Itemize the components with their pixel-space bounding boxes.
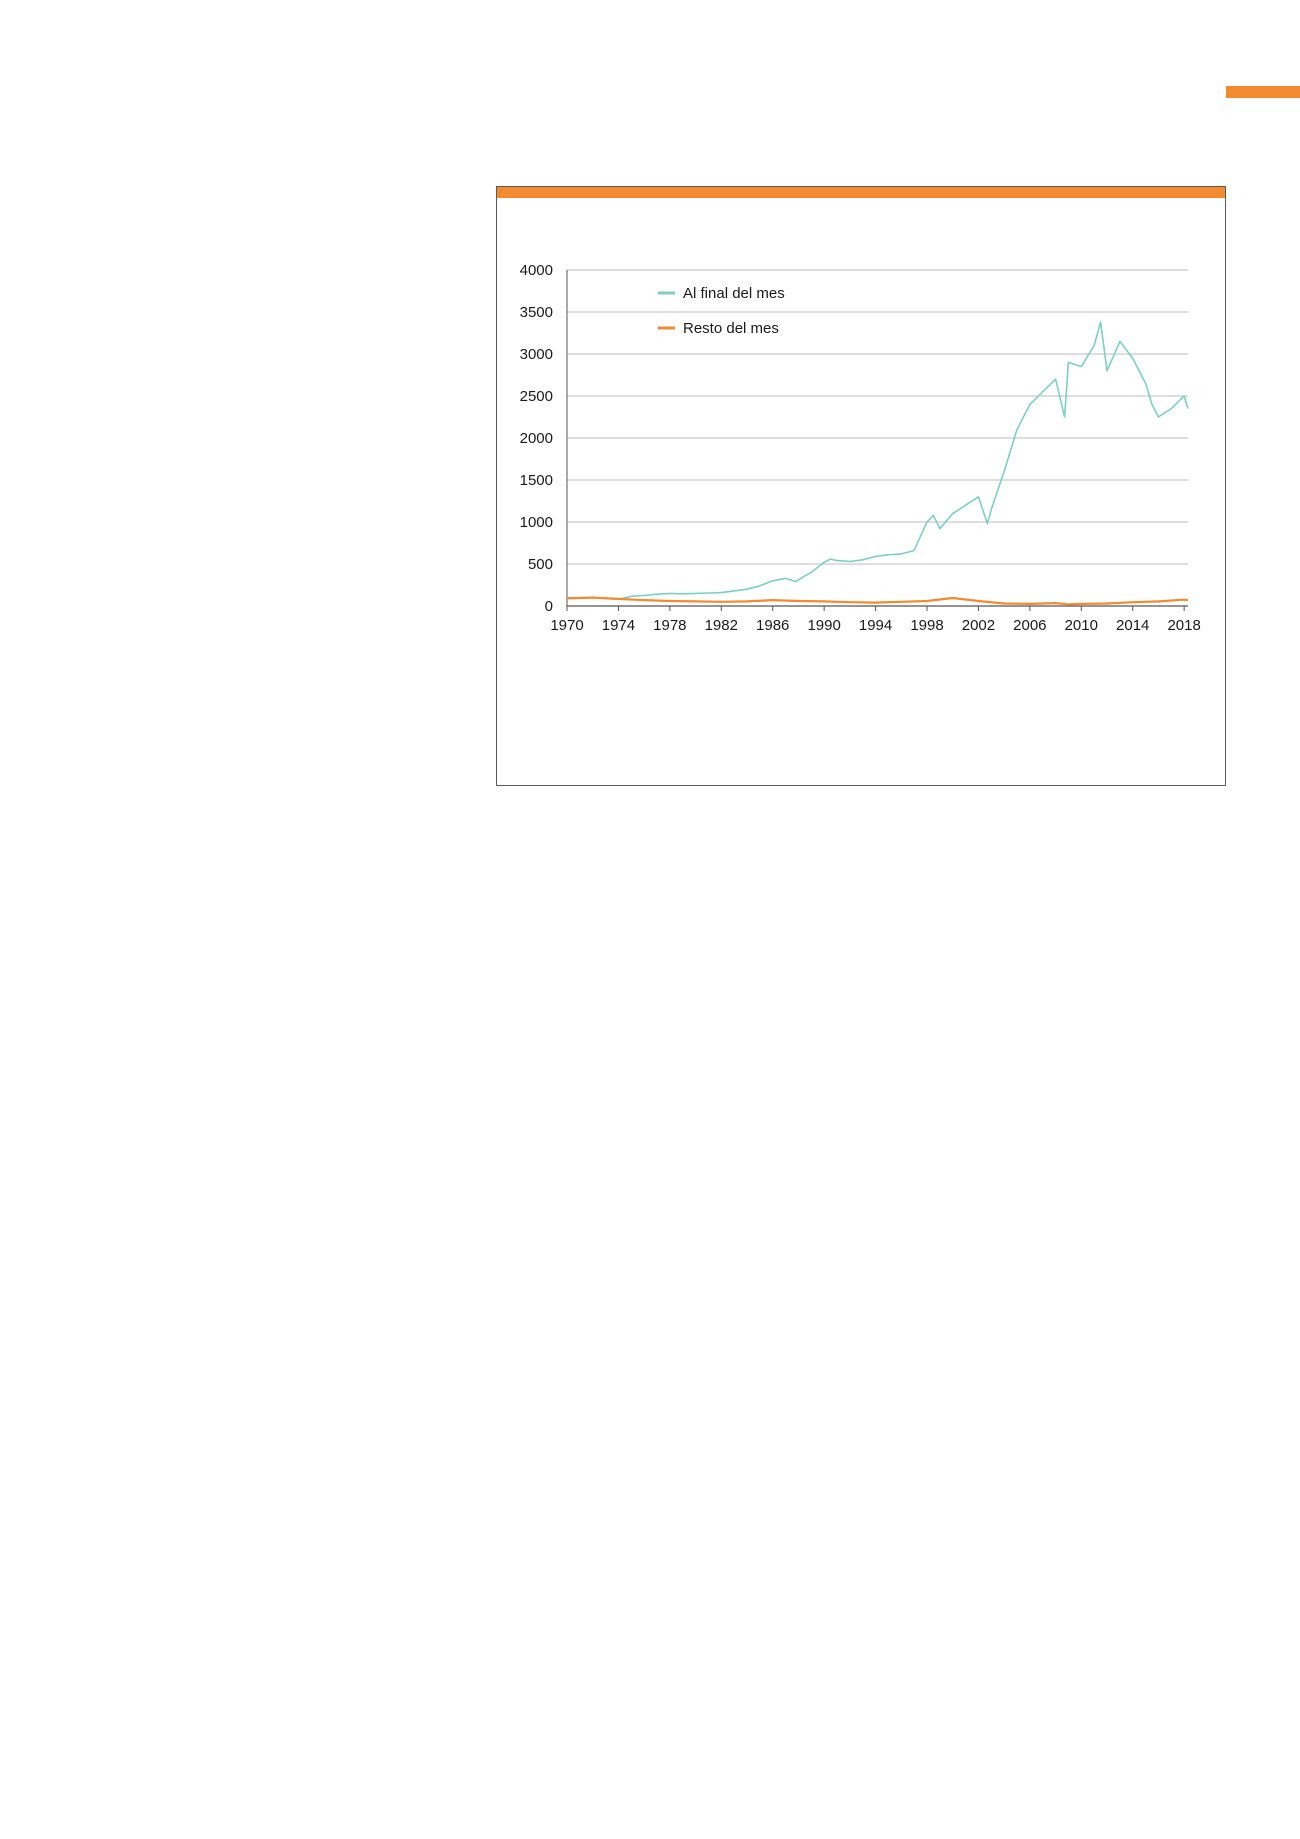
x-tick-label: 2010 [1065, 617, 1098, 634]
figure-header-bar [497, 187, 1225, 198]
chart-figure: 0 500 1000 1500 2000 2500 3000 3500 4000 1970 197… [496, 186, 1226, 786]
y-tick-label: 2000 [520, 430, 553, 447]
y-tick-label: 4000 [520, 262, 553, 279]
x-tick-label: 1998 [910, 617, 943, 634]
legend: Al final del mes Resto del mes [658, 285, 785, 337]
x-tick-label: 2014 [1116, 617, 1149, 634]
y-tick-label: 1000 [520, 514, 553, 531]
x-tick-label: 1970 [550, 617, 583, 634]
x-tick-label: 1994 [859, 617, 892, 634]
y-tick-label: 2500 [520, 388, 553, 405]
x-tick-label: 1978 [653, 617, 686, 634]
x-tick-label: 2006 [1013, 617, 1046, 634]
y-tick-label: 0 [545, 598, 553, 615]
y-tick-label: 3000 [520, 346, 553, 363]
y-axis: 0 500 1000 1500 2000 2500 3000 3500 4000 [520, 262, 553, 615]
legend-label-final: Al final del mes [683, 285, 785, 302]
x-tick-label: 2018 [1167, 617, 1200, 634]
section-marker [1226, 86, 1300, 98]
y-tick-label: 3500 [520, 304, 553, 321]
series-lines [566, 321, 1189, 606]
x-tick-label: 1982 [705, 617, 738, 634]
x-tick-label: 1986 [756, 617, 789, 634]
grid [566, 269, 1188, 607]
x-tick-label: 1974 [602, 617, 635, 634]
y-tick-label: 1500 [520, 472, 553, 489]
series-line-resto [566, 596, 1189, 606]
x-tick-label: 1990 [807, 617, 840, 634]
y-tick-label: 500 [528, 556, 553, 573]
x-axis: 1970 1974 1978 1982 1986 1990 1994 1998 2002 2006… [550, 606, 1201, 634]
series-line-final [566, 321, 1189, 601]
legend-label-resto: Resto del mes [683, 320, 779, 337]
x-tick-label: 2002 [962, 617, 995, 634]
